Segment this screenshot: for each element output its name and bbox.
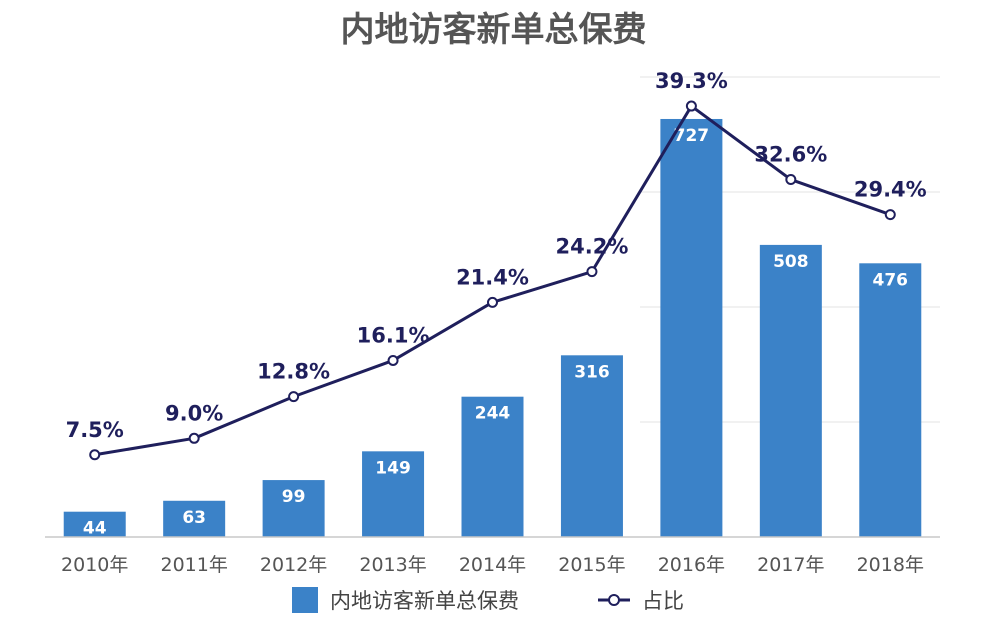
- bar-value-label: 476: [873, 270, 909, 290]
- line-point: [487, 296, 498, 308]
- x-tick-label: 2010年: [61, 554, 128, 576]
- percentage-label: 21.4%: [456, 265, 529, 289]
- x-tick-label: 2017年: [757, 554, 824, 576]
- line-point: [89, 449, 101, 461]
- bar-value-label: 508: [773, 252, 809, 272]
- legend-swatch-bar: [292, 587, 318, 613]
- bar-value-label: 316: [574, 362, 610, 382]
- bar-value-label: 44: [83, 519, 107, 539]
- line-point: [586, 266, 598, 278]
- bar-value-label: 149: [375, 458, 411, 478]
- chart-title: 内地访客新单总保费: [340, 10, 647, 50]
- x-tick-label: 2016年: [658, 554, 725, 576]
- bar: [63, 511, 126, 537]
- x-tick-label: 2011年: [160, 554, 227, 576]
- bar-value-label: 244: [475, 404, 511, 424]
- x-tick-label: 2014年: [459, 554, 526, 576]
- x-tick-label: 2015年: [558, 554, 625, 576]
- percentage-label: 24.2%: [556, 235, 629, 259]
- bar: [262, 480, 325, 537]
- x-tick-label: 2012年: [260, 554, 327, 576]
- percentage-label: 32.6%: [754, 143, 827, 167]
- bar-value-label: 727: [674, 126, 710, 146]
- bar: [362, 451, 425, 537]
- percentage-label: 12.8%: [257, 360, 330, 384]
- line-point: [188, 432, 200, 444]
- bar: [163, 500, 226, 537]
- x-tick-label: 2013年: [359, 554, 426, 576]
- x-tick-label: 2018年: [857, 554, 924, 576]
- line-point: [288, 391, 300, 403]
- bar-value-label: 99: [282, 487, 306, 507]
- line-point: [884, 209, 896, 221]
- legend-swatch-marker: [608, 594, 620, 606]
- legend-label-line: 占比: [642, 589, 684, 613]
- percentage-label: 29.4%: [854, 178, 927, 202]
- percentage-label: 39.3%: [655, 69, 728, 93]
- percentage-label: 16.1%: [357, 323, 430, 347]
- bar: [859, 263, 922, 537]
- line-point: [785, 174, 797, 186]
- line-point: [387, 354, 399, 366]
- bar-value-label: 63: [182, 508, 206, 528]
- line-point: [685, 100, 697, 112]
- bar: [759, 244, 822, 537]
- bar: [660, 118, 723, 537]
- bar: [560, 355, 623, 537]
- percentage-label: 9.0%: [165, 401, 223, 425]
- percentage-label: 7.5%: [66, 418, 124, 442]
- bar: [461, 396, 524, 537]
- legend-label-bar: 内地访客新单总保费: [330, 589, 519, 613]
